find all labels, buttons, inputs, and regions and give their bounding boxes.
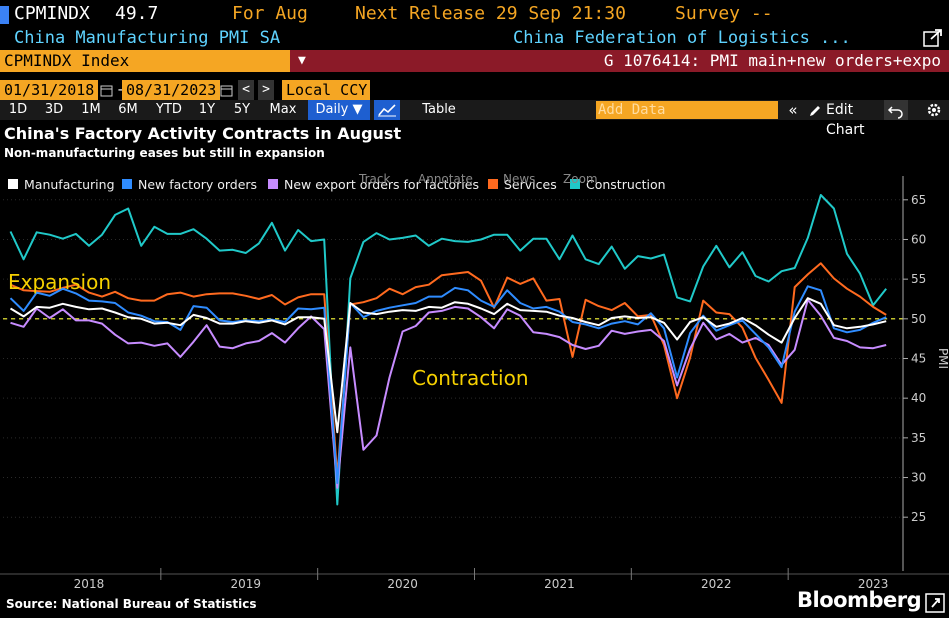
- series-line-new-export-orders-for-factories: [10, 298, 887, 489]
- legend: Manufacturing New factory orders New expor…: [8, 177, 666, 192]
- line-chart-icon[interactable]: [374, 100, 400, 120]
- y-tick-label: 65: [911, 193, 926, 207]
- y-axis: 25 30 35 40 45 50 55 60 65 PMI: [902, 176, 949, 571]
- tool-zoom[interactable]: Zoom: [563, 172, 598, 186]
- annotation-contraction: Contraction: [412, 366, 529, 390]
- y-tick-label: 60: [911, 232, 926, 246]
- quote-header: CPMINDX 49.7 For Aug Next Release 29 Sep…: [0, 0, 949, 28]
- tool-news[interactable]: News: [503, 172, 535, 186]
- period-ytd[interactable]: YTD: [156, 102, 182, 117]
- y-tick-label: 40: [911, 391, 926, 405]
- date-range-bar: 01/31/2018 - 08/31/2023 < > Local CCY: [0, 80, 949, 100]
- currency-select[interactable]: Local CCY: [282, 80, 370, 100]
- legend-label: New export orders for factories: [284, 177, 479, 192]
- last-value: 49.7: [115, 3, 159, 24]
- prev-arrow-icon[interactable]: <: [238, 80, 254, 100]
- annotation-expansion: Expansion: [8, 270, 111, 294]
- y-tick-label: 45: [911, 352, 926, 366]
- y-tick-label: 55: [911, 272, 926, 286]
- index-name: China Manufacturing PMI SA: [14, 28, 281, 48]
- x-tick-label: 2019: [231, 577, 262, 591]
- graph-banner: ▼ G 1076414: PMI main+new orders+expo: [290, 50, 949, 72]
- series-line-manufacturing: [9, 297, 887, 434]
- tool-annotate[interactable]: Annotate: [418, 172, 473, 186]
- period-max[interactable]: Max: [269, 102, 297, 117]
- source-org: China Federation of Logistics ...: [513, 28, 851, 48]
- calendar-icon[interactable]: [220, 83, 234, 97]
- line-chart[interactable]: Manufacturing New factory orders New expor…: [0, 166, 949, 616]
- legend-label: Services: [504, 177, 557, 192]
- gear-icon[interactable]: [926, 102, 942, 118]
- legend-swatch: [570, 179, 580, 189]
- dropdown-arrow-icon[interactable]: ▼: [298, 53, 306, 68]
- x-tick-label: 2018: [74, 577, 105, 591]
- legend-label: Construction: [586, 177, 666, 192]
- x-axis: 2018 2019 2020 2021 2022 2023: [0, 568, 949, 591]
- source-note: Source: National Bureau of Statistics: [6, 597, 257, 611]
- export-icon[interactable]: [922, 28, 944, 48]
- security-field[interactable]: CPMINDX Index: [0, 50, 290, 72]
- period-label: For Aug: [232, 3, 308, 24]
- ticker: CPMINDX: [14, 3, 90, 24]
- undo-icon[interactable]: [884, 100, 908, 120]
- period-3d[interactable]: 3D: [44, 102, 64, 117]
- series-line-new-factory-orders: [9, 285, 887, 485]
- period-1m[interactable]: 1M: [81, 102, 101, 117]
- add-data-input[interactable]: Add Data: [596, 101, 778, 119]
- collapse-icon[interactable]: «: [788, 101, 798, 119]
- y-tick-label: 25: [911, 510, 926, 524]
- legend-label: New factory orders: [138, 177, 257, 192]
- graph-title: G 1076414: PMI main+new orders+expo: [603, 51, 941, 70]
- chart-tools: Track Annotate News Zoom: [358, 172, 598, 186]
- date-start-field[interactable]: 01/31/2018: [0, 80, 99, 100]
- calendar-icon[interactable]: [100, 83, 114, 97]
- period-1d[interactable]: 1D: [8, 102, 28, 117]
- chart-subtitle: Non-manufacturing eases but still in exp…: [4, 146, 325, 160]
- legend-label: Manufacturing: [24, 177, 115, 192]
- y-axis-label: PMI: [936, 348, 949, 369]
- survey: Survey --: [675, 3, 773, 24]
- x-tick-label: 2020: [387, 577, 418, 591]
- table-button[interactable]: Table: [422, 102, 456, 117]
- frequency-select[interactable]: Daily ▼: [308, 100, 370, 120]
- ticker-marker: [0, 6, 9, 24]
- x-tick-label: 2023: [858, 577, 889, 591]
- legend-swatch: [122, 179, 132, 189]
- x-tick-label: 2022: [701, 577, 732, 591]
- pencil-icon[interactable]: [808, 103, 822, 117]
- legend-swatch: [488, 179, 498, 189]
- period-6m[interactable]: 6M: [118, 102, 138, 117]
- date-end-field[interactable]: 08/31/2023: [122, 80, 221, 100]
- chart-title: China's Factory Activity Contracts in Au…: [4, 124, 402, 143]
- period-1y[interactable]: 1Y: [198, 102, 216, 117]
- next-arrow-icon[interactable]: >: [258, 80, 274, 100]
- bloomberg-logo: Bloomberg: [797, 588, 922, 612]
- series-line-construction: [9, 194, 887, 506]
- series-line-services: [10, 262, 887, 478]
- period-5y[interactable]: 5Y: [233, 102, 251, 117]
- y-tick-label: 35: [911, 431, 926, 445]
- index-description: China Manufacturing PMI SA China Federat…: [0, 28, 949, 49]
- legend-swatch: [8, 179, 18, 189]
- add-data-placeholder: Add Data: [598, 102, 666, 118]
- edit-chart-button[interactable]: Edit Chart: [826, 102, 865, 138]
- x-tick-label: 2021: [544, 577, 575, 591]
- bloomberg-mark-icon: [925, 593, 945, 613]
- y-tick-label: 50: [911, 312, 926, 326]
- legend-swatch: [268, 179, 278, 189]
- next-release: Next Release 29 Sep 21:30: [355, 3, 626, 24]
- y-tick-label: 30: [911, 471, 926, 485]
- tool-track[interactable]: Track: [358, 172, 390, 186]
- period-bar: 1D 3D 1M 6M YTD 1Y 5Y Max Daily ▼ Table …: [0, 100, 949, 138]
- security-bar: CPMINDX Index ▼ G 1076414: PMI main+new …: [0, 50, 949, 73]
